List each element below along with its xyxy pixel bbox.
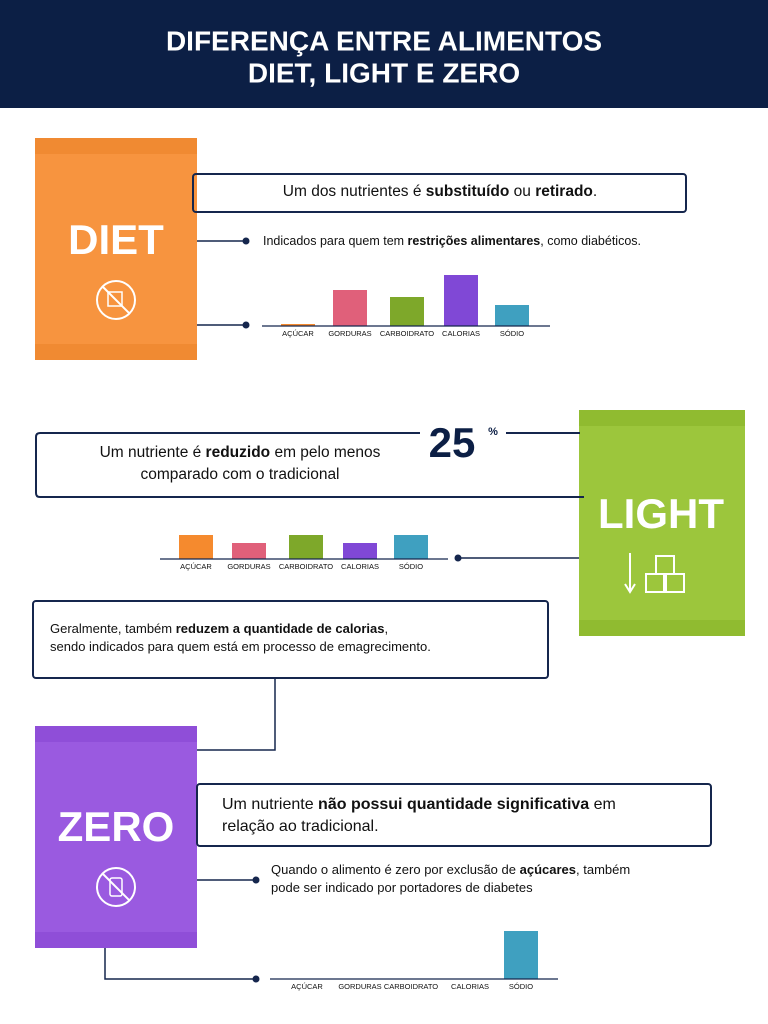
category-label: SÓDIO	[500, 329, 524, 338]
category-label: SÓDIO	[509, 982, 533, 991]
text-segment: , como diabéticos.	[540, 234, 641, 248]
text-line: Quando o alimento é zero por exclusão de…	[271, 862, 630, 877]
text-line: pode ser indicado por portadores de diab…	[271, 880, 533, 895]
text-segment: em	[589, 796, 616, 813]
text-segment: restrições alimentares	[408, 234, 541, 248]
light-bag	[579, 410, 745, 636]
category-label: CALORIAS	[442, 329, 480, 338]
category-label: GORDURAS	[227, 562, 270, 571]
text-line: Geralmente, também reduzem a quantidade …	[50, 621, 388, 636]
dot	[252, 975, 260, 983]
bar	[281, 324, 315, 326]
text-segment: em pelo menos	[270, 444, 381, 461]
highlight-unit: %	[488, 426, 498, 438]
text-segment: retirado	[535, 183, 593, 200]
bar	[444, 275, 478, 326]
text-segment: reduzido	[206, 444, 271, 461]
category-label: GORDURAS	[328, 329, 371, 338]
category-label: CARBOIDRATO	[380, 329, 434, 338]
text-segment: sendo indicados para quem está em proces…	[50, 639, 431, 654]
bag-label: LIGHT	[598, 490, 724, 537]
connector	[197, 678, 276, 751]
bar	[394, 535, 428, 559]
bar	[232, 543, 266, 559]
text-segment: substituído	[426, 183, 510, 200]
dot	[252, 876, 260, 884]
dot	[454, 554, 462, 562]
category-label: CARBOIDRATO	[279, 562, 333, 571]
text-segment: açúcares	[520, 862, 576, 877]
category-label: CALORIAS	[341, 562, 379, 571]
bag-label: ZERO	[58, 803, 175, 850]
text-segment: comparado com o tradicional	[140, 466, 339, 483]
diet-bag	[35, 138, 197, 360]
highlight-number: 25	[429, 419, 476, 466]
text-line: sendo indicados para quem está em proces…	[50, 639, 431, 654]
category-label: CARBOIDRATO	[384, 982, 438, 991]
dot	[242, 237, 250, 245]
dot	[242, 321, 250, 329]
category-label: CALORIAS	[451, 982, 489, 991]
text-box	[35, 432, 584, 498]
text-segment: ou	[509, 183, 535, 200]
text-segment: reduzem a quantidade de calorias	[176, 621, 385, 636]
text-box	[192, 173, 687, 213]
text-box	[32, 600, 549, 679]
text-segment: Quando o alimento é zero por exclusão de	[271, 862, 520, 877]
bar	[289, 535, 323, 559]
category-label: GORDURAS	[338, 982, 381, 991]
text-segment: Um nutriente	[222, 796, 318, 813]
bar	[495, 305, 529, 326]
text-segment: ,	[385, 621, 389, 636]
text-segment: , também	[576, 862, 630, 877]
text-segment: .	[593, 183, 597, 200]
text-segment: não possui quantidade significativa	[318, 796, 589, 813]
header-bar	[0, 0, 768, 108]
text-line: Um nutriente é reduzido em pelo menos	[100, 444, 381, 461]
bar	[179, 535, 213, 559]
title-line: DIET, LIGHT E ZERO	[248, 57, 520, 88]
bar	[390, 297, 424, 326]
text-segment: pode ser indicado por portadores de diab…	[271, 880, 533, 895]
bar	[333, 290, 367, 326]
bag-label: DIET	[68, 216, 164, 263]
text-line: Um dos nutrientes é substituído ou retir…	[283, 183, 597, 200]
category-label: AÇÚCAR	[180, 562, 212, 571]
zero-bag	[35, 726, 197, 948]
text-segment: Indicados para quem tem	[263, 234, 408, 248]
title-line: DIFERENÇA ENTRE ALIMENTOS	[166, 25, 602, 56]
category-label: AÇÚCAR	[291, 982, 323, 991]
text-segment: relação ao tradicional.	[222, 818, 379, 835]
text-segment: Um dos nutrientes é	[283, 183, 426, 200]
text-line: Indicados para quem tem restrições alime…	[263, 234, 641, 248]
text-line: relação ao tradicional.	[222, 818, 379, 835]
category-label: AÇÚCAR	[282, 329, 314, 338]
text-box	[196, 783, 712, 847]
text-segment: Um nutriente é	[100, 444, 206, 461]
connector	[104, 948, 256, 980]
bar	[504, 931, 538, 979]
text-line: Um nutriente não possui quantidade signi…	[222, 796, 616, 813]
bar	[343, 543, 377, 559]
text-segment: Geralmente, também	[50, 621, 176, 636]
category-label: SÓDIO	[399, 562, 423, 571]
text-line: comparado com o tradicional	[140, 466, 339, 483]
